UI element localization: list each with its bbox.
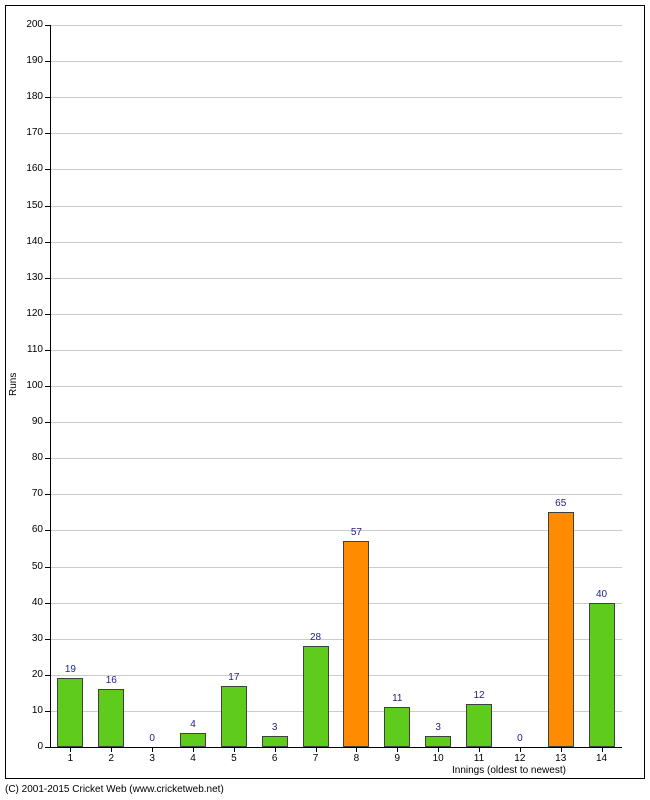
gridline [50, 25, 622, 26]
bar [425, 736, 451, 747]
x-tick [397, 747, 398, 752]
gridline [50, 458, 622, 459]
x-tick [438, 747, 439, 752]
bar-value-label: 12 [459, 691, 499, 701]
bar-value-label: 40 [582, 590, 622, 600]
bar [548, 512, 574, 747]
y-tick-label: 30 [15, 634, 43, 644]
gridline [50, 206, 622, 207]
gridline [50, 422, 622, 423]
bar-value-label: 19 [50, 665, 90, 675]
x-tick [561, 747, 562, 752]
x-tick [479, 747, 480, 752]
y-tick-label: 50 [15, 562, 43, 572]
x-tick [316, 747, 317, 752]
gridline [50, 97, 622, 98]
x-tick [602, 747, 603, 752]
y-tick-label: 100 [15, 381, 43, 391]
x-tick-label: 11 [464, 754, 494, 764]
x-tick [356, 747, 357, 752]
gridline [50, 133, 622, 134]
bar-value-label: 3 [255, 723, 295, 733]
y-tick-label: 80 [15, 453, 43, 463]
x-tick [152, 747, 153, 752]
x-tick [234, 747, 235, 752]
gridline [50, 350, 622, 351]
x-tick-label: 9 [382, 754, 412, 764]
copyright-text: (C) 2001-2015 Cricket Web (www.cricketwe… [5, 784, 224, 795]
y-tick-label: 140 [15, 237, 43, 247]
bar [343, 541, 369, 747]
y-axis-title: Runs [8, 373, 19, 396]
x-tick-label: 13 [546, 754, 576, 764]
y-tick-label: 120 [15, 309, 43, 319]
x-axis-title: Innings (oldest to newest) [452, 765, 566, 776]
bar-value-label: 0 [132, 734, 172, 744]
y-tick-label: 70 [15, 489, 43, 499]
y-tick-label: 150 [15, 201, 43, 211]
y-tick-label: 40 [15, 598, 43, 608]
x-tick [275, 747, 276, 752]
x-tick-label: 4 [178, 754, 208, 764]
gridline [50, 675, 622, 676]
y-tick-label: 110 [15, 345, 43, 355]
bar-value-label: 3 [418, 723, 458, 733]
x-tick [70, 747, 71, 752]
gridline [50, 711, 622, 712]
bar [384, 707, 410, 747]
y-tick-label: 130 [15, 273, 43, 283]
y-tick-label: 170 [15, 128, 43, 138]
y-tick-label: 20 [15, 670, 43, 680]
bar [589, 603, 615, 747]
bar [303, 646, 329, 747]
gridline [50, 567, 622, 568]
bar-value-label: 28 [296, 633, 336, 643]
x-tick-label: 7 [301, 754, 331, 764]
bar-value-label: 16 [91, 676, 131, 686]
x-tick [520, 747, 521, 752]
x-axis-line [50, 747, 622, 748]
bar [180, 733, 206, 747]
x-tick-label: 8 [341, 754, 371, 764]
gridline [50, 603, 622, 604]
y-tick-label: 60 [15, 525, 43, 535]
bar [57, 678, 83, 747]
gridline [50, 314, 622, 315]
gridline [50, 386, 622, 387]
bar-value-label: 65 [541, 499, 581, 509]
bar-value-label: 57 [336, 528, 376, 538]
x-tick-label: 3 [137, 754, 167, 764]
y-tick-label: 90 [15, 417, 43, 427]
x-tick [111, 747, 112, 752]
gridline [50, 278, 622, 279]
gridline [50, 242, 622, 243]
bar [466, 704, 492, 747]
x-tick-label: 1 [55, 754, 85, 764]
bar [98, 689, 124, 747]
y-tick-label: 0 [15, 742, 43, 752]
x-tick-label: 5 [219, 754, 249, 764]
y-tick-label: 180 [15, 92, 43, 102]
y-tick-label: 10 [15, 706, 43, 716]
y-tick-label: 200 [15, 20, 43, 30]
gridline [50, 61, 622, 62]
x-tick-label: 12 [505, 754, 535, 764]
bar-value-label: 4 [173, 720, 213, 730]
x-tick-label: 14 [587, 754, 617, 764]
bar-value-label: 11 [377, 694, 417, 704]
y-tick-label: 190 [15, 56, 43, 66]
bar [221, 686, 247, 747]
y-tick-label: 160 [15, 164, 43, 174]
x-tick-label: 6 [260, 754, 290, 764]
gridline [50, 169, 622, 170]
x-tick-label: 2 [96, 754, 126, 764]
bar-value-label: 0 [500, 734, 540, 744]
x-tick-label: 10 [423, 754, 453, 764]
bar-value-label: 17 [214, 673, 254, 683]
gridline [50, 494, 622, 495]
x-tick [193, 747, 194, 752]
bar [262, 736, 288, 747]
y-axis-line [50, 25, 51, 747]
gridline [50, 639, 622, 640]
